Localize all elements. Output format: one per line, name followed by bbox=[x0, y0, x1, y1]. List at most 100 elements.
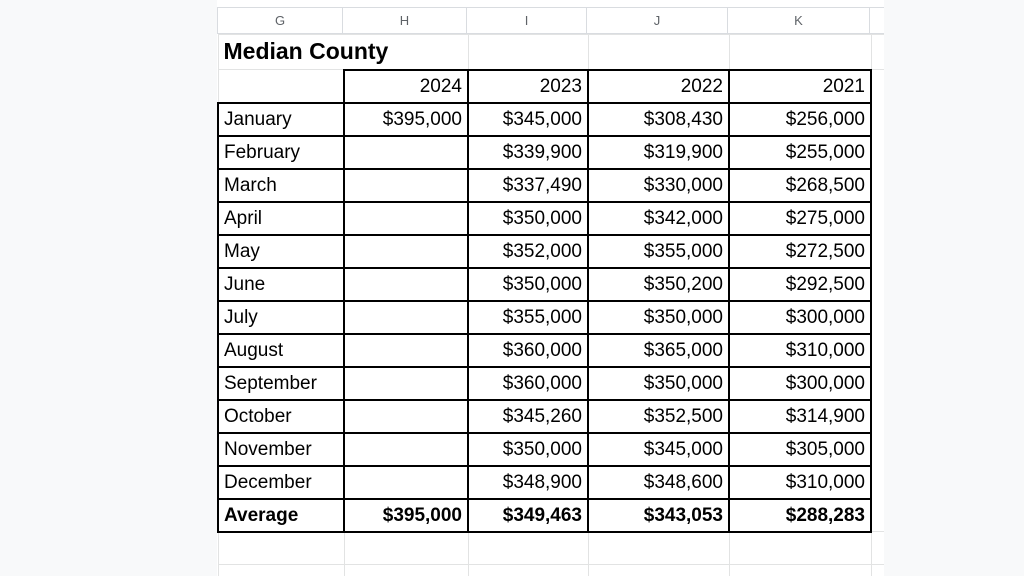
column-header-k[interactable]: K bbox=[728, 8, 870, 33]
cell-march-2021[interactable]: $268,500 bbox=[728, 167, 872, 203]
cell-august-2022[interactable]: $365,000 bbox=[587, 332, 730, 368]
cell-october-2021[interactable]: $314,900 bbox=[728, 398, 872, 434]
cell-october-2024[interactable] bbox=[343, 398, 469, 434]
cell-february-2022[interactable]: $319,900 bbox=[587, 134, 730, 170]
cell-december-2021[interactable]: $310,000 bbox=[728, 464, 872, 500]
cell-empty[interactable] bbox=[728, 531, 872, 565]
cell-august-2024[interactable] bbox=[343, 332, 469, 368]
sheet-grid-viewport: G H I J K Median County 2024 2023 bbox=[217, 0, 884, 576]
cell-year-2024[interactable]: 2024 bbox=[343, 68, 469, 104]
cell-october-label[interactable]: October bbox=[217, 398, 345, 434]
cell-title-blank-k[interactable] bbox=[728, 34, 872, 70]
cell-average-2024[interactable]: $395,000 bbox=[343, 497, 469, 533]
cell-december-2022[interactable]: $348,600 bbox=[587, 464, 730, 500]
cell-may-2024[interactable] bbox=[343, 233, 469, 269]
table-row-march: March $337,490 $330,000 $268,500 bbox=[217, 167, 884, 203]
cell-december-2023[interactable]: $348,900 bbox=[467, 464, 589, 500]
cell-september-2023[interactable]: $360,000 bbox=[467, 365, 589, 401]
cell-february-2021[interactable]: $255,000 bbox=[728, 134, 872, 170]
cell-partial bbox=[871, 69, 884, 103]
cell-december-2024[interactable] bbox=[343, 464, 469, 500]
cell-average-2021[interactable]: $288,283 bbox=[728, 497, 872, 533]
sheet-left-margin bbox=[0, 0, 217, 576]
cell-december-label[interactable]: December bbox=[217, 464, 345, 500]
cell-september-2024[interactable] bbox=[343, 365, 469, 401]
cell-november-2021[interactable]: $305,000 bbox=[728, 431, 872, 467]
column-header-i[interactable]: I bbox=[467, 8, 587, 33]
cell-june-2023[interactable]: $350,000 bbox=[467, 266, 589, 302]
cell-february-label[interactable]: February bbox=[217, 134, 345, 170]
cell-november-2024[interactable] bbox=[343, 431, 469, 467]
cell-average-label[interactable]: Average bbox=[217, 497, 345, 533]
cell-average-2023[interactable]: $349,463 bbox=[467, 497, 589, 533]
cell-partial bbox=[871, 102, 884, 136]
cell-october-2023[interactable]: $345,260 bbox=[467, 398, 589, 434]
cell-october-2022[interactable]: $352,500 bbox=[587, 398, 730, 434]
cells-table: Median County 2024 2023 2022 2021 Januar… bbox=[217, 34, 884, 576]
cell-may-label[interactable]: May bbox=[217, 233, 345, 269]
cell-february-2023[interactable]: $339,900 bbox=[467, 134, 589, 170]
cell-year-2021[interactable]: 2021 bbox=[728, 68, 872, 104]
cell-september-2022[interactable]: $350,000 bbox=[587, 365, 730, 401]
cell-february-2024[interactable] bbox=[343, 134, 469, 170]
cell-november-label[interactable]: November bbox=[217, 431, 345, 467]
cell-partial bbox=[871, 300, 884, 334]
cell-march-2024[interactable] bbox=[343, 167, 469, 203]
cell-may-2022[interactable]: $355,000 bbox=[587, 233, 730, 269]
cell-empty bbox=[728, 564, 872, 576]
cell-august-2023[interactable]: $360,000 bbox=[467, 332, 589, 368]
cell-year-blank[interactable] bbox=[217, 69, 345, 103]
cell-april-2024[interactable] bbox=[343, 200, 469, 236]
cell-may-2023[interactable]: $352,000 bbox=[467, 233, 589, 269]
cell-year-2022[interactable]: 2022 bbox=[587, 68, 730, 104]
table-row-december: December $348,900 $348,600 $310,000 bbox=[217, 464, 884, 500]
cell-title-blank-i[interactable] bbox=[467, 34, 589, 70]
cell-june-label[interactable]: June bbox=[217, 266, 345, 302]
cell-january-2024[interactable]: $395,000 bbox=[343, 101, 469, 137]
table-row-may: May $352,000 $355,000 $272,500 bbox=[217, 233, 884, 269]
cell-january-2021[interactable]: $256,000 bbox=[728, 101, 872, 137]
cell-may-2021[interactable]: $272,500 bbox=[728, 233, 872, 269]
cell-march-2023[interactable]: $337,490 bbox=[467, 167, 589, 203]
table-row-june: June $350,000 $350,200 $292,500 bbox=[217, 266, 884, 302]
cell-july-2024[interactable] bbox=[343, 299, 469, 335]
cell-july-2022[interactable]: $350,000 bbox=[587, 299, 730, 335]
cell-january-label[interactable]: January bbox=[217, 101, 345, 137]
cell-september-2021[interactable]: $300,000 bbox=[728, 365, 872, 401]
cell-november-2022[interactable]: $345,000 bbox=[587, 431, 730, 467]
table-row-average: Average $395,000 $349,463 $343,053 $288,… bbox=[217, 497, 884, 533]
cell-year-2023[interactable]: 2023 bbox=[467, 68, 589, 104]
column-header-g[interactable]: G bbox=[217, 8, 343, 33]
cell-july-2021[interactable]: $300,000 bbox=[728, 299, 872, 335]
cell-january-2022[interactable]: $308,430 bbox=[587, 101, 730, 137]
cell-june-2024[interactable] bbox=[343, 266, 469, 302]
cell-june-2021[interactable]: $292,500 bbox=[728, 266, 872, 302]
column-header-j[interactable]: J bbox=[587, 8, 728, 33]
cell-november-2023[interactable]: $350,000 bbox=[467, 431, 589, 467]
cell-empty[interactable] bbox=[587, 531, 730, 565]
cell-empty[interactable] bbox=[217, 531, 345, 565]
cell-january-2023[interactable]: $345,000 bbox=[467, 101, 589, 137]
table-row-february: February $339,900 $319,900 $255,000 bbox=[217, 134, 884, 170]
cell-title-blank-j[interactable] bbox=[587, 34, 730, 70]
cell-partial bbox=[871, 234, 884, 268]
cell-june-2022[interactable]: $350,200 bbox=[587, 266, 730, 302]
cell-july-label[interactable]: July bbox=[217, 299, 345, 335]
cell-april-2021[interactable]: $275,000 bbox=[728, 200, 872, 236]
cell-empty[interactable] bbox=[343, 531, 469, 565]
cell-september-label[interactable]: September bbox=[217, 365, 345, 401]
cell-partial bbox=[871, 168, 884, 202]
column-header-h[interactable]: H bbox=[343, 8, 467, 33]
cell-march-2022[interactable]: $330,000 bbox=[587, 167, 730, 203]
cell-july-2023[interactable]: $355,000 bbox=[467, 299, 589, 335]
cell-april-label[interactable]: April bbox=[217, 200, 345, 236]
cell-march-label[interactable]: March bbox=[217, 167, 345, 203]
cell-april-2023[interactable]: $350,000 bbox=[467, 200, 589, 236]
cell-august-2021[interactable]: $310,000 bbox=[728, 332, 872, 368]
cell-august-label[interactable]: August bbox=[217, 332, 345, 368]
cell-empty[interactable] bbox=[467, 531, 589, 565]
cell-average-2022[interactable]: $343,053 bbox=[587, 497, 730, 533]
cell-title[interactable]: Median County bbox=[217, 34, 469, 70]
cell-april-2022[interactable]: $342,000 bbox=[587, 200, 730, 236]
table-row-july: July $355,000 $350,000 $300,000 bbox=[217, 299, 884, 335]
